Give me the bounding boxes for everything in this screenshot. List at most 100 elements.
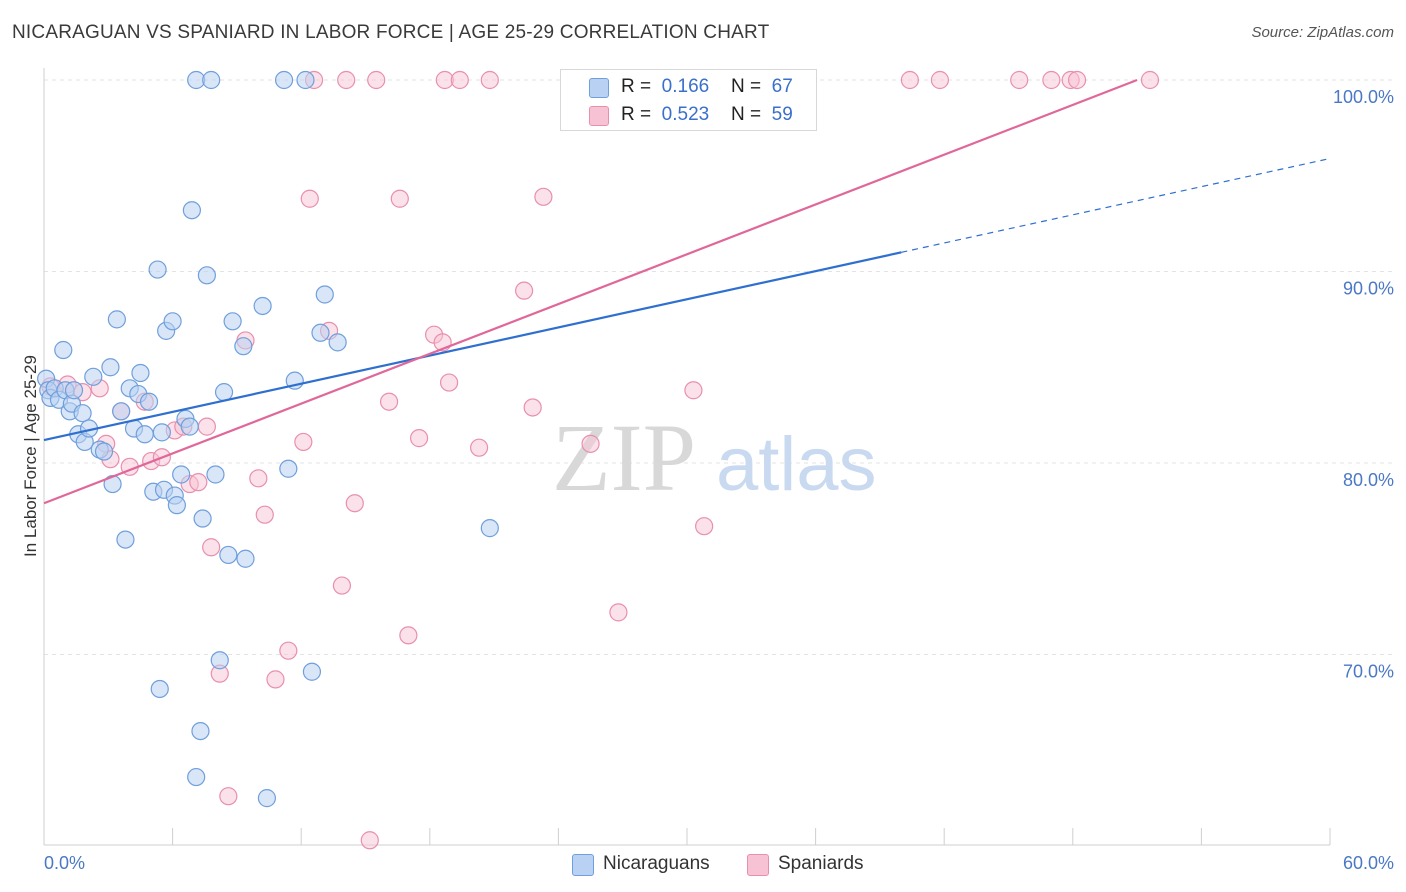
nicaraguans-point (167, 496, 186, 515)
nicaraguans-point (210, 651, 229, 670)
nicaraguans-point (187, 767, 206, 787)
nicaraguans-points (37, 70, 774, 808)
nicaraguans-swatch (589, 78, 609, 98)
spaniards-point (219, 787, 238, 806)
spaniards-point (249, 469, 268, 488)
spaniards-point (332, 576, 352, 595)
spaniards-point (1042, 70, 1061, 90)
nicaraguans-point (180, 417, 199, 436)
nicaraguans-point (274, 70, 294, 90)
n-label: N = (731, 104, 762, 125)
spaniards-legend-swatch (747, 854, 769, 876)
nicaraguans-point (223, 312, 242, 331)
nicaraguans-point (311, 323, 330, 342)
r-label: R = (621, 76, 652, 97)
nicaraguans-point (197, 266, 216, 285)
spaniards-point (189, 473, 208, 492)
nicaraguans-legend-swatch (572, 854, 594, 876)
spaniards-point (360, 831, 379, 850)
x-tick-label-max: 60.0% (1343, 853, 1394, 873)
nicaraguans-point (112, 402, 131, 421)
spaniards-point (609, 603, 628, 622)
tick-labels: 70.0% 80.0% 90.0% 100.0% 0.0% 60.0% (44, 87, 1394, 873)
nicaraguans-point (148, 260, 167, 279)
nicaraguans-point (193, 509, 212, 528)
chart-title: NICARAGUAN VS SPANIARD IN LABOR FORCE | … (12, 22, 770, 43)
nicaraguans-point (152, 423, 171, 442)
nicaraguans-point (202, 70, 221, 90)
nicaraguans-point (214, 383, 234, 402)
nicaraguans-point (73, 404, 92, 423)
n-value-spaniards: 59 (771, 104, 793, 125)
nicaraguans-point (135, 425, 154, 444)
nicaraguans-point (206, 465, 225, 484)
spaniards-point (900, 70, 920, 90)
n-label: N = (731, 76, 762, 97)
nicaraguans-trend-line (43, 251, 902, 442)
y-tick-label-90: 90.0% (1343, 279, 1394, 299)
y-tick-label-80: 80.0% (1343, 470, 1394, 490)
spaniards-points (41, 70, 1160, 850)
trend-lines (43, 78, 1331, 505)
r-value-spaniards: 0.523 (661, 104, 710, 125)
spaniards-point (300, 189, 319, 208)
nicaraguans-point (172, 465, 191, 484)
nicaraguans-point (234, 337, 253, 356)
spaniards-point (581, 434, 600, 453)
spaniards-point (480, 70, 499, 90)
nicaraguans-point (315, 285, 334, 304)
nicaraguans-point (150, 679, 169, 699)
gridlines (44, 79, 1396, 655)
spaniards-point (1010, 70, 1029, 90)
spaniards-point (439, 373, 459, 392)
spaniards-point (1067, 70, 1087, 90)
nicaraguans-point (253, 296, 272, 316)
spaniards-point (379, 392, 399, 411)
spaniards-point (515, 281, 534, 300)
watermark-atlas: atlas (716, 422, 877, 507)
nicaraguans-point (302, 662, 322, 681)
spaniards-trend-line (43, 78, 1138, 505)
spaniards-point (534, 187, 553, 206)
r-value-nicaraguans: 0.166 (661, 76, 710, 97)
spaniards-point (684, 381, 703, 400)
nicaraguans-point (480, 519, 499, 538)
nicaraguans-point (116, 530, 135, 549)
nicaraguans-point (64, 381, 84, 400)
nicaraguans-point (191, 721, 210, 741)
spaniards-point (523, 398, 542, 417)
correlation-legend: R = 0.166 N = 67 R = 0.523 N = 59 (560, 69, 817, 131)
spaniards-point (279, 641, 298, 660)
y-tick-label-100: 100.0% (1333, 87, 1394, 107)
watermark-zip: ZIP (552, 404, 696, 511)
spaniards-point (695, 517, 714, 536)
spaniards-point (337, 70, 356, 90)
nicaraguans-point (236, 549, 255, 568)
nicaraguans-point (163, 312, 182, 331)
spaniards-point (255, 505, 274, 524)
legend-row-spaniards: R = 0.523 N = 59 (561, 101, 816, 129)
nicaraguans-point (296, 70, 315, 90)
n-value-nicaraguans: 67 (771, 76, 793, 97)
spaniards-point (450, 70, 469, 90)
nicaraguans-point (139, 392, 159, 411)
nicaraguans-point (54, 340, 73, 360)
y-tick-label-70: 70.0% (1343, 662, 1394, 682)
y-axis-title: In Labor Force | Age 25-29 (21, 355, 40, 557)
spaniards-point (202, 538, 221, 557)
chart-source: Source: ZipAtlas.com (1251, 24, 1394, 41)
spaniards-point (409, 429, 429, 448)
spaniards-point (197, 417, 216, 436)
spaniards-point (469, 438, 489, 457)
spaniards-point (345, 494, 364, 513)
spaniards-point (266, 670, 285, 689)
spaniards-legend-label: Spaniards (778, 853, 864, 874)
nicaraguans-point (131, 363, 150, 383)
spaniards-swatch (589, 106, 609, 126)
nicaraguans-trend-extension (901, 157, 1331, 253)
series-legend: Nicaraguans Spaniards (0, 851, 1406, 881)
nicaraguans-point (182, 201, 201, 220)
spaniards-point (367, 70, 386, 90)
spaniards-point (390, 189, 409, 208)
